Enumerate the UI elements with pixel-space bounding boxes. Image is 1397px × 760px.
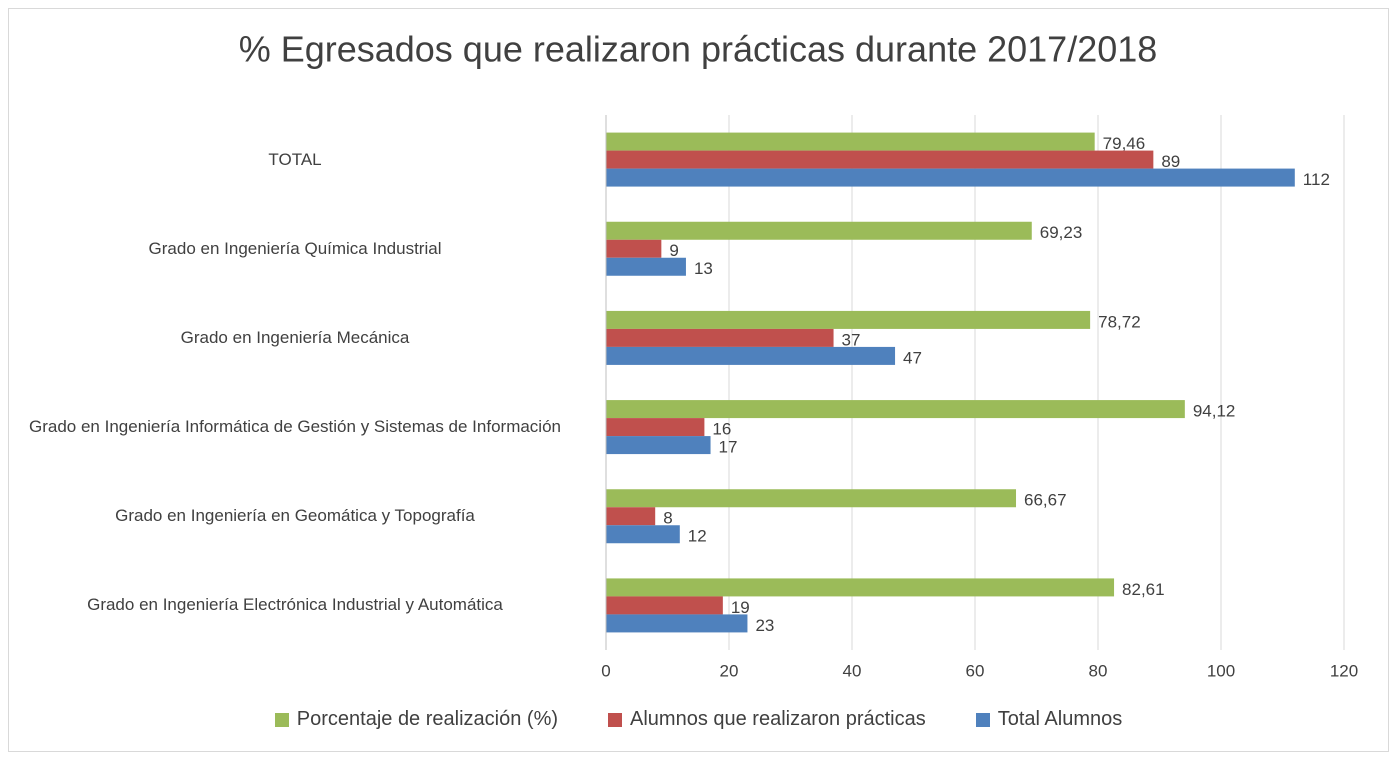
bar — [606, 168, 1295, 187]
bar — [606, 418, 705, 437]
data-label: 12 — [688, 527, 707, 546]
x-tick-label: 0 — [601, 661, 610, 680]
bar — [606, 221, 1032, 240]
data-label: 89 — [1161, 152, 1180, 171]
bar — [606, 614, 748, 633]
bar — [606, 400, 1185, 419]
legend-label: Total Alumnos — [997, 708, 1123, 730]
y-tick-label: Grado en Ingeniería Química Industrial — [148, 238, 442, 258]
data-label: 112 — [1303, 170, 1330, 189]
bar — [606, 310, 1091, 329]
data-label: 94,12 — [1193, 402, 1236, 421]
bar — [606, 525, 680, 544]
bar — [606, 328, 834, 347]
bar — [606, 257, 686, 276]
x-tick-label: 120 — [1330, 661, 1358, 680]
bar — [606, 578, 1115, 597]
legend-item: Porcentaje de realización (%) — [274, 708, 559, 731]
data-label: 66,67 — [1024, 491, 1067, 510]
x-tick-label: 60 — [966, 661, 985, 680]
data-label: 13 — [694, 259, 713, 278]
bar — [606, 596, 723, 615]
y-tick-label: Grado en Ingeniería Electrónica Industri… — [87, 595, 503, 615]
y-tick-label: TOTAL — [268, 149, 322, 169]
data-label: 8 — [663, 509, 672, 528]
data-label: 47 — [903, 348, 922, 367]
legend: Porcentaje de realización (%) Alumnos que… — [0, 708, 1397, 731]
chart-border — [8, 8, 1389, 752]
data-label: 82,61 — [1122, 580, 1165, 599]
bar — [606, 507, 656, 526]
bar — [606, 489, 1017, 508]
bar — [606, 150, 1154, 169]
legend-item: Total Alumnos — [975, 708, 1123, 731]
legend-swatch — [975, 712, 990, 727]
data-label: 17 — [719, 438, 738, 457]
legend-label: Porcentaje de realización (%) — [296, 708, 559, 730]
y-tick-label: Grado en Ingeniería Mecánica — [180, 327, 410, 347]
data-label: 37 — [842, 330, 861, 349]
x-tick-label: 20 — [720, 661, 739, 680]
data-label: 16 — [712, 420, 731, 439]
bar — [606, 436, 711, 455]
data-label: 23 — [755, 616, 774, 635]
data-label: 9 — [669, 241, 678, 260]
chart-title: % Egresados que realizaron prácticas dur… — [239, 29, 1158, 70]
legend-label: Alumnos que realizaron prácticas — [630, 708, 926, 730]
data-label: 78,72 — [1098, 312, 1141, 331]
data-label: 19 — [731, 598, 750, 617]
y-tick-label: Grado en Ingeniería en Geomática y Topog… — [115, 506, 475, 526]
x-tick-label: 100 — [1207, 661, 1235, 680]
data-label: 69,23 — [1040, 223, 1083, 242]
x-tick-label: 80 — [1089, 661, 1108, 680]
legend-swatch — [274, 712, 289, 727]
bar — [606, 239, 662, 258]
legend-swatch — [608, 712, 623, 727]
bar — [606, 132, 1095, 151]
x-tick-label: 40 — [843, 661, 862, 680]
data-label: 79,46 — [1103, 134, 1146, 153]
y-tick-label: Grado en Ingeniería Informática de Gesti… — [29, 417, 561, 437]
bar — [606, 346, 896, 365]
legend-item: Alumnos que realizaron prácticas — [608, 708, 926, 731]
